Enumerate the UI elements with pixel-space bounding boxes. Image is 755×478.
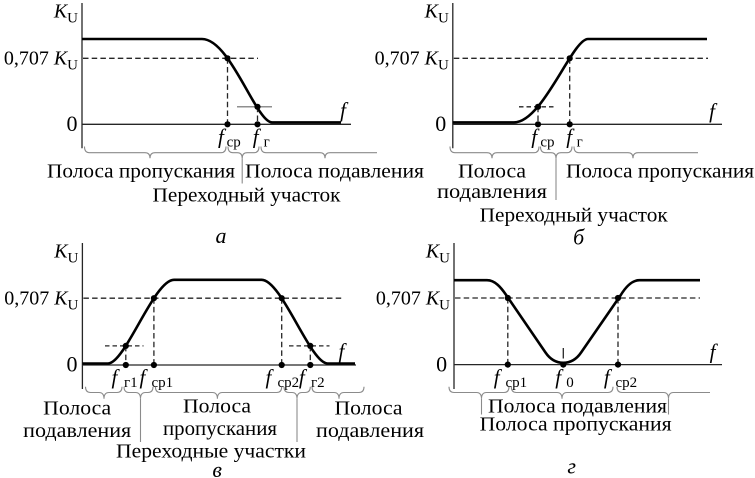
svg-text:f: f — [494, 365, 503, 389]
svg-text:г: г — [264, 135, 270, 151]
svg-text:Полоса: Полоса — [335, 398, 403, 420]
svg-text:0: 0 — [436, 352, 447, 377]
svg-text:f: f — [710, 340, 719, 364]
svg-text:f: f — [531, 125, 540, 149]
svg-text:Полоса: Полоса — [458, 160, 526, 182]
svg-text:0,707 KU: 0,707 KU — [376, 287, 450, 313]
svg-text:KU: KU — [53, 241, 78, 267]
svg-text:KU: KU — [53, 1, 78, 27]
svg-text:пропускания: пропускания — [163, 418, 277, 440]
svg-text:г1: г1 — [124, 375, 138, 391]
svg-text:f: f — [555, 365, 564, 389]
svg-text:подавления: подавления — [23, 420, 131, 442]
svg-text:Переходный участок: Переходный участок — [480, 205, 668, 227]
svg-text:а: а — [216, 223, 227, 248]
svg-text:f: f — [338, 339, 347, 363]
svg-text:Полоса: Полоса — [43, 398, 111, 420]
svg-text:f: f — [709, 99, 718, 123]
svg-text:подавления: подавления — [316, 420, 424, 442]
svg-text:б: б — [573, 225, 585, 250]
svg-text:в: в — [212, 457, 222, 478]
svg-text:Полоса подавления: Полоса подавления — [245, 160, 424, 182]
svg-text:0,707 KU: 0,707 KU — [4, 287, 78, 313]
svg-text:Переходные участки: Переходные участки — [116, 441, 306, 463]
svg-text:f: f — [566, 125, 575, 149]
svg-text:г: г — [567, 454, 576, 478]
svg-text:ср: ср — [540, 135, 554, 151]
svg-text:f: f — [112, 365, 121, 389]
svg-text:f: f — [604, 365, 613, 389]
svg-text:f: f — [340, 98, 349, 122]
svg-text:Полоса пропускания: Полоса пропускания — [47, 160, 235, 182]
svg-text:г2: г2 — [311, 375, 325, 391]
svg-text:Полоса: Полоса — [183, 395, 251, 417]
svg-text:0: 0 — [435, 111, 446, 136]
svg-text:ср2: ср2 — [616, 375, 638, 391]
svg-text:ср1: ср1 — [152, 375, 174, 391]
svg-text:подавления: подавления — [437, 181, 547, 203]
svg-text:KU: KU — [424, 1, 449, 27]
svg-text:ср2: ср2 — [278, 375, 300, 391]
svg-text:ср: ср — [227, 135, 241, 151]
svg-text:Полоса подавления: Полоса подавления — [488, 396, 667, 418]
svg-text:f: f — [266, 365, 275, 389]
svg-text:f: f — [140, 365, 149, 389]
svg-text:KU: KU — [425, 241, 450, 267]
svg-text:f: f — [253, 125, 262, 149]
svg-text:Полоса пропускания: Полоса пропускания — [480, 414, 672, 436]
svg-text:Переходный участок: Переходный участок — [153, 184, 341, 206]
svg-text:0: 0 — [67, 352, 78, 377]
svg-text:Полоса пропускания: Полоса пропускания — [566, 160, 754, 182]
svg-text:f: f — [218, 125, 227, 149]
svg-text:0,707 KU: 0,707 KU — [4, 47, 78, 73]
svg-text:0,707 KU: 0,707 KU — [375, 47, 449, 73]
svg-text:f: f — [299, 365, 308, 389]
svg-text:0: 0 — [566, 375, 574, 391]
svg-text:г: г — [577, 135, 583, 151]
svg-text:0: 0 — [67, 111, 78, 136]
